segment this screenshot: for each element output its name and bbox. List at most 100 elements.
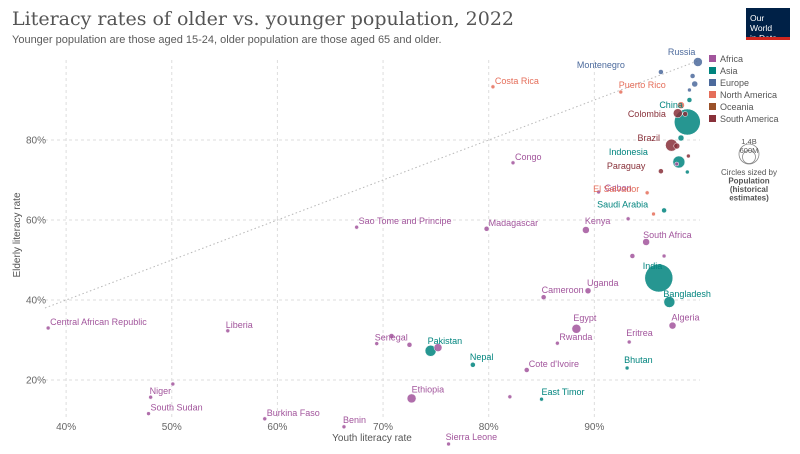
label-south-sudan: South Sudan	[151, 403, 203, 413]
legend-label-south-america[interactable]: South America	[720, 114, 779, 124]
label-congo: Congo	[515, 152, 542, 162]
point-south-america-unlabeled[interactable]	[682, 111, 688, 117]
point-russia[interactable]	[693, 57, 703, 67]
y-tick-label: 20%	[26, 376, 46, 387]
label-china: China	[659, 100, 683, 110]
point-congo[interactable]	[510, 160, 516, 166]
point-puerto-rico[interactable]	[618, 89, 624, 95]
x-tick-label: 50%	[162, 422, 182, 433]
point-africa-unlabeled[interactable]	[674, 161, 680, 167]
label-pakistan: Pakistan	[428, 336, 463, 346]
point-benin[interactable]	[341, 424, 347, 430]
point-el-salvador[interactable]	[644, 190, 650, 196]
label-burkina-faso: Burkina Faso	[267, 408, 320, 418]
point-paraguay[interactable]	[658, 168, 664, 174]
x-tick-label: 90%	[584, 422, 604, 433]
legend-label-oceania[interactable]: Oceania	[720, 102, 754, 112]
point-algeria[interactable]	[668, 321, 677, 330]
point-india[interactable]	[644, 263, 674, 293]
label-indonesia: Indonesia	[609, 147, 648, 157]
point-asia-unlabeled[interactable]	[686, 97, 693, 103]
point-egypt[interactable]	[571, 324, 582, 334]
label-sierra-leone: Sierra Leone	[446, 432, 498, 442]
point-senegal[interactable]	[374, 341, 379, 346]
point-uganda[interactable]	[584, 287, 592, 295]
point-cote-d-ivoire[interactable]	[523, 367, 530, 373]
legend-swatch-south-america	[709, 115, 716, 122]
point-kenya[interactable]	[582, 226, 590, 234]
label-egypt: Egypt	[573, 313, 597, 323]
point-bangladesh[interactable]	[663, 296, 676, 308]
owid-logo[interactable]: Our World in Data	[746, 8, 790, 43]
point-niger[interactable]	[148, 394, 153, 400]
legend-swatch-africa	[709, 55, 716, 62]
point-ethiopia[interactable]	[406, 393, 417, 404]
point-sierra-leone[interactable]	[446, 441, 451, 447]
size-legend-small-circle	[742, 150, 756, 164]
point-africa-unlabeled[interactable]	[388, 333, 395, 339]
legend-label-africa[interactable]: Africa	[720, 54, 743, 64]
point-africa-unlabeled[interactable]	[507, 394, 513, 400]
point-south-sudan[interactable]	[146, 411, 151, 416]
point-europe-unlabeled[interactable]	[687, 87, 692, 93]
y-axis-title: Elderly literacy rate	[12, 192, 23, 277]
label-brazil: Brazil	[637, 133, 660, 143]
point-indonesia[interactable]	[672, 155, 686, 169]
point-south-america-unlabeled[interactable]	[686, 153, 691, 159]
point-rwanda[interactable]	[555, 340, 560, 346]
point-sao-tome-and-principe[interactable]	[354, 224, 359, 230]
point-africa-unlabeled[interactable]	[661, 253, 667, 259]
point-eritrea[interactable]	[626, 339, 632, 345]
point-burkina-faso[interactable]	[262, 416, 267, 422]
point-asia-unlabeled[interactable]	[677, 134, 685, 142]
size-legend-note-line: estimates)	[729, 194, 769, 203]
point-east-timor[interactable]	[539, 396, 544, 402]
point-asia-unlabeled[interactable]	[685, 169, 690, 175]
point-liberia[interactable]	[225, 328, 231, 334]
label-colombia: Colombia	[628, 109, 666, 119]
legend-label-europe[interactable]: Europe	[720, 78, 749, 88]
point-south-africa[interactable]	[642, 238, 650, 246]
point-labels: Central African Republic Liberia Niger Sout…	[50, 47, 711, 442]
label-sao-tome-and-principe: Sao Tome and Principe	[359, 216, 452, 226]
label-puerto-rico: Puerto Rico	[619, 80, 666, 90]
label-el-salvador: El Salvador	[593, 184, 639, 194]
point-central-african-republic[interactable]	[45, 325, 51, 331]
legend-label-north-america[interactable]: North America	[720, 90, 777, 100]
legend: Africa Asia Europe North America Oceania Sout…	[709, 54, 779, 124]
point-colombia[interactable]	[673, 108, 683, 118]
size-legend-note-line: Circles sized by	[721, 168, 777, 177]
label-rwanda: Rwanda	[559, 332, 592, 342]
point-gabon[interactable]	[596, 189, 601, 195]
point-montenegro[interactable]	[658, 69, 664, 75]
point-europe-unlabeled[interactable]	[691, 80, 698, 88]
point-africa-unlabeled[interactable]	[406, 342, 413, 348]
label-paraguay: Paraguay	[607, 161, 646, 171]
label-gabon: Gabon	[605, 183, 632, 193]
point-africa-unlabeled[interactable]	[629, 253, 636, 259]
point-nepal[interactable]	[470, 362, 476, 368]
legend-label-asia[interactable]: Asia	[720, 66, 738, 76]
y-tick-label: 60%	[26, 216, 46, 227]
point-cameroon[interactable]	[540, 294, 547, 300]
point-costa-rica[interactable]	[490, 84, 496, 90]
point-south-america-unlabeled[interactable]	[673, 142, 681, 150]
y-axis: 20% 40% 60% 80%	[26, 136, 46, 387]
label-algeria: Algeria	[672, 313, 700, 323]
x-axis-title: Youth literacy rate	[332, 433, 412, 444]
point-africa-unlabeled[interactable]	[170, 381, 176, 387]
label-madagascar: Madagascar	[489, 218, 539, 228]
point-europe-unlabeled[interactable]	[689, 73, 696, 79]
x-axis: 40% 50% 60% 70% 80% 90%	[56, 422, 604, 433]
point-north-america-unlabeled[interactable]	[677, 101, 685, 109]
point-africa-unlabeled[interactable]	[625, 216, 631, 222]
point-bhutan[interactable]	[624, 365, 630, 371]
point-africa-unlabeled[interactable]	[433, 343, 443, 352]
x-tick-label: 80%	[479, 422, 499, 433]
point-saudi-arabia[interactable]	[661, 207, 667, 214]
x-tick-label: 40%	[56, 422, 76, 433]
point-north-america-unlabeled[interactable]	[651, 211, 656, 217]
logo-accent-bar	[746, 37, 790, 40]
point-madagascar[interactable]	[483, 226, 490, 232]
